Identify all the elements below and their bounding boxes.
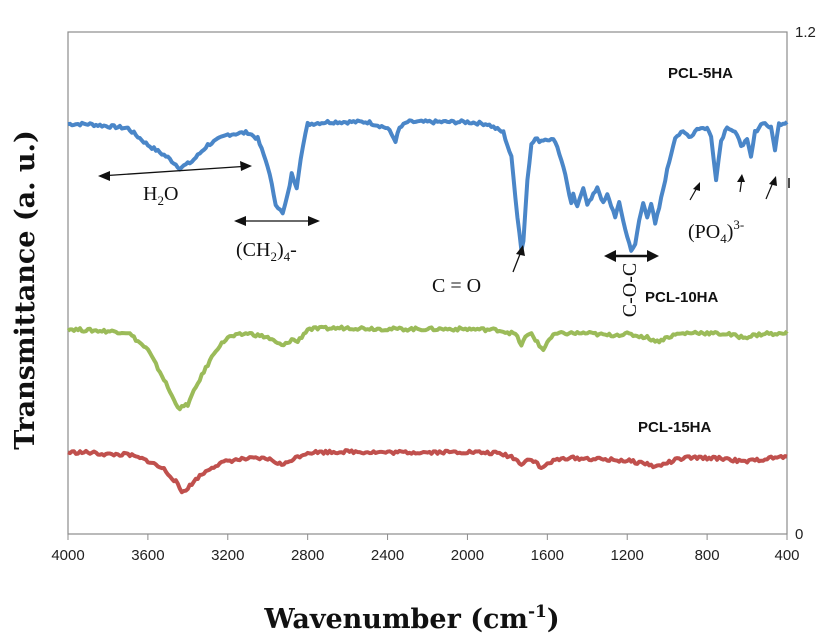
series-line-pcl-15ha bbox=[67, 448, 788, 495]
y-axis-title: Transmittance (a. u.) bbox=[10, 130, 41, 449]
ch2-label: (CH2)4- bbox=[236, 239, 297, 264]
ch2-arrow-head-right bbox=[308, 216, 320, 226]
h2o-arrow-head-right bbox=[240, 161, 252, 171]
x-tick-label: 3600 bbox=[131, 547, 164, 564]
x-tick-label: 1200 bbox=[611, 547, 644, 564]
po4-arrow-head-2 bbox=[737, 174, 745, 182]
y-tick-label: 1.2 bbox=[795, 24, 816, 41]
series-line-pcl-5ha bbox=[67, 118, 789, 253]
po4-label: (PO4)3- bbox=[688, 217, 744, 246]
x-tick-label: 1600 bbox=[531, 547, 564, 564]
y-axis: 1.20 bbox=[795, 24, 816, 543]
annotation-po4: (PO4)3- bbox=[688, 174, 790, 246]
x-tick-label: 3200 bbox=[211, 547, 244, 564]
x-axis-title: Wavenumber (cm-1) bbox=[263, 602, 559, 635]
series-layer bbox=[66, 118, 789, 495]
x-tick-label: 400 bbox=[774, 547, 799, 564]
h2o-arrow-head-left bbox=[98, 171, 110, 181]
annotation-ch2: (CH2)4- bbox=[234, 216, 320, 264]
co-label: C = O bbox=[432, 275, 481, 297]
ch2-arrow-head-left bbox=[234, 216, 246, 226]
x-tick-label: 4000 bbox=[51, 547, 84, 564]
po4-arrow-head-3 bbox=[769, 176, 777, 186]
coc-label: C-O-C bbox=[619, 263, 641, 317]
x-tick-label: 800 bbox=[695, 547, 720, 564]
series-label-pcl-5ha: PCL-5HA bbox=[668, 65, 733, 82]
x-tick-label: 2000 bbox=[451, 547, 484, 564]
x-tick-label: 2400 bbox=[371, 547, 404, 564]
x-axis: 4000 3600 3200 2800 2400 2000 1600 1200 800 400 bbox=[51, 534, 800, 564]
series-line-pcl-10ha bbox=[66, 324, 789, 412]
h2o-arrow-line bbox=[99, 165, 251, 177]
coc-arrow-head-left bbox=[604, 250, 616, 262]
x-tick-label: 2800 bbox=[291, 547, 324, 564]
y-tick-label: 0 bbox=[795, 526, 803, 543]
series-label-pcl-10ha: PCL-10HA bbox=[645, 289, 719, 306]
annotation-coc: C-O-C bbox=[604, 250, 659, 317]
annotation-h2o: H2O bbox=[98, 161, 252, 208]
plot-frame bbox=[67, 31, 788, 535]
coc-arrow-head-right bbox=[647, 250, 659, 262]
series-label-pcl-15ha: PCL-15HA bbox=[638, 419, 712, 436]
co-arrow-head bbox=[516, 245, 525, 256]
po4-arrow-head-1 bbox=[693, 182, 700, 191]
annotation-co: C = O bbox=[432, 245, 525, 297]
h2o-label: H2O bbox=[143, 183, 178, 208]
